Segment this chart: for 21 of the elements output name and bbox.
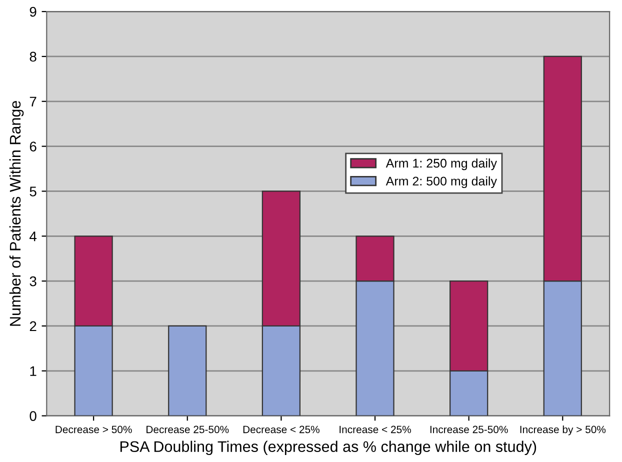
x-tick-label: Increase < 25% [340,426,411,434]
y-axis-title: Number of Patients Within Range [9,100,24,326]
x-axis-title: PSA Doubling Times (expressed as % change while on study) [120,440,536,456]
y-tick-label: 4 [30,232,37,242]
y-tick-label: 2 [30,321,36,331]
y-tick-label: 9 [30,6,36,17]
y-tick-label: 3 [30,276,36,286]
x-tick-label: Increase 25-50% [430,426,508,434]
y-tick-label: 0 [30,411,36,421]
x-tick-label: Decrease < 25% [243,426,320,434]
legend-label: Arm 2: 500 mg daily [386,176,497,188]
y-tick-label: 7 [30,96,36,106]
x-tick-label: Increase by > 50% [520,426,606,436]
x-tick-label: Decrease > 50% [56,426,132,434]
bar [168,325,207,416]
y-tick-label: 5 [30,186,36,196]
x-tick-label: Decrease 25-50% [146,426,229,434]
y-tick-label: 6 [30,142,36,152]
y-tick-label: 1 [30,366,36,376]
y-tick-label: 8 [30,52,36,62]
legend-label: Arm 1: 250 mg daily [386,158,497,170]
